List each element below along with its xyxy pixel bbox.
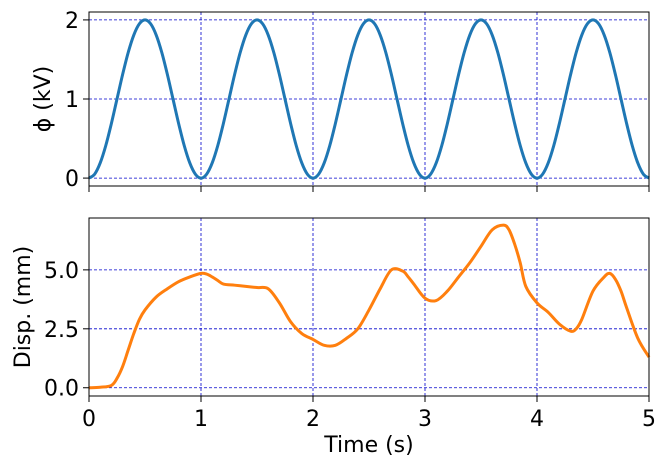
bottom-y-tick-label: 5.0: [44, 259, 79, 284]
bottom-ticks: 0 1 2 3 4 5 0.0 2.5 5.0: [44, 259, 656, 432]
bottom-panel: 0 1 2 3 4 5 0.0 2.5 5.0 Disp. (mm) Time (s): [11, 217, 656, 458]
bottom-axes-frame: [88, 217, 650, 397]
displacement-series-line: [88, 223, 651, 390]
phi-series-line: [88, 18, 650, 180]
bottom-y-axis-label: Disp. (mm): [11, 246, 36, 369]
bottom-x-tick-label: 2: [306, 407, 320, 432]
bottom-grid: [89, 218, 649, 396]
top-y-tick-label: 0: [65, 167, 79, 192]
bottom-x-tick-label: 3: [418, 407, 432, 432]
x-axis-label: Time (s): [323, 433, 413, 458]
bottom-x-tick-label: 0: [82, 407, 96, 432]
bottom-x-tick-label: 1: [194, 407, 208, 432]
top-ticks: 0 1 2: [65, 9, 650, 192]
bottom-y-tick-label: 0.0: [44, 377, 79, 402]
top-y-tick-label: 2: [65, 9, 79, 34]
bottom-x-tick-label: 5: [642, 407, 656, 432]
top-y-tick-label: 1: [65, 88, 79, 113]
bottom-x-tick-label: 4: [530, 407, 544, 432]
bottom-y-tick-label: 2.5: [44, 318, 79, 343]
top-y-axis-label: ϕ (kV): [31, 66, 56, 132]
top-panel: 0 1 2 ϕ (kV): [31, 9, 650, 192]
